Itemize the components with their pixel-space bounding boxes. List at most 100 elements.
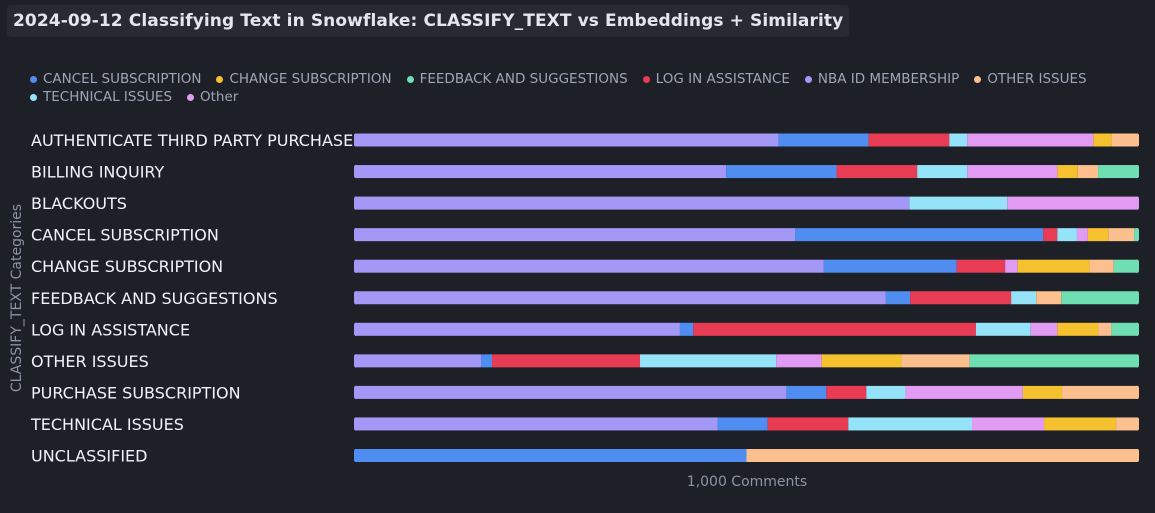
bar-segment[interactable]: BILLING INQUIRY — LOG IN ASSISTANCE: 10.… [836,165,918,179]
bar-segment[interactable]: CHANGE SUBSCRIPTION — LOG IN ASSISTANCE:… [956,259,1006,273]
bar-segment[interactable]: TECHNICAL ISSUES — TECHNICAL ISSUES: 15.… [848,417,972,431]
legend-swatch-icon [406,75,414,83]
bar-segment[interactable]: PURCHASE SUBSCRIPTION — NBA ID MEMBERSHI… [355,385,787,399]
bar-segment[interactable]: BILLING INQUIRY — CANCEL SUBSCRIPTION: 1… [726,165,837,179]
bar-segment[interactable]: AUTHENTICATE THIRD PARTY PURCHASE — OTHE… [1111,133,1138,147]
bar-segment[interactable]: TECHNICAL ISSUES — LOG IN ASSISTANCE: 10… [767,417,849,431]
bar-start-cap [354,228,358,242]
bar-segment[interactable]: OTHER ISSUES — Other: 5.8 [776,354,822,368]
bar-segment[interactable]: BLACKOUTS — NBA ID MEMBERSHIP: 70.8 [355,196,910,210]
bar-segment[interactable]: OTHER ISSUES — OTHER ISSUES: 8.7 [901,354,970,368]
bar-segment[interactable]: PURCHASE SUBSCRIPTION — Other: 15 [905,385,1023,399]
bar-end-cap [1135,354,1139,368]
bar-segment[interactable]: PURCHASE SUBSCRIPTION — TECHNICAL ISSUES… [866,385,906,399]
legend-swatch-icon [30,93,37,101]
bar-segment[interactable]: TECHNICAL ISSUES — NBA ID MEMBERSHIP: 46… [355,417,718,431]
bar-segment[interactable]: LOG IN ASSISTANCE — CANCEL SUBSCRIPTION:… [679,322,694,336]
bar-segment[interactable]: OTHER ISSUES — FEEDBACK AND SUGGESTIONS:… [969,354,1138,368]
bar-segment[interactable]: PURCHASE SUBSCRIPTION — CANCEL SUBSCRIPT… [786,385,827,399]
bar-segment[interactable]: LOG IN ASSISTANCE — FEEDBACK AND SUGGEST… [1111,322,1138,336]
bar-segment[interactable]: CANCEL SUBSCRIPTION — NBA ID MEMBERSHIP:… [355,228,796,242]
bar-segment[interactable]: OTHER ISSUES — LOG IN ASSISTANCE: 18.9 [492,354,641,368]
category-tick-label: BLACKOUTS [31,194,127,213]
legend-item[interactable]: CANCEL SUBSCRIPTION [30,71,201,87]
bar-segment[interactable]: AUTHENTICATE THIRD PARTY PURCHASE — CANC… [778,133,869,147]
bar-segment[interactable]: CANCEL SUBSCRIPTION — CANCEL SUBSCRIPTIO… [795,228,1044,242]
bar-segment[interactable]: AUTHENTICATE THIRD PARTY PURCHASE — Othe… [967,133,1094,147]
bar-segment[interactable]: CHANGE SUBSCRIPTION — NBA ID MEMBERSHIP:… [355,259,824,273]
bar-segment[interactable]: FEEDBACK AND SUGGESTIONS — NBA ID MEMBER… [355,291,886,305]
bar-segment[interactable]: CHANGE SUBSCRIPTION — FEEDBACK AND SUGGE… [1113,259,1138,273]
bar-segment[interactable]: TECHNICAL ISSUES — CHANGE SUBSCRIPTION: … [1044,417,1117,431]
bar-segment[interactable]: FEEDBACK AND SUGGESTIONS — TECHNICAL ISS… [1011,291,1037,305]
bar-segment[interactable]: CANCEL SUBSCRIPTION — TECHNICAL ISSUES: … [1057,228,1077,242]
bar-end-cap [1135,259,1139,273]
bar-segment[interactable]: BILLING INQUIRY — CHANGE SUBSCRIPTION: 2… [1057,165,1078,179]
bar-segment[interactable]: OTHER ISSUES — CANCEL SUBSCRIPTION: 1.4 [481,354,493,368]
bar-segment[interactable]: CANCEL SUBSCRIPTION — LOG IN ASSISTANCE:… [1043,228,1058,242]
legend-item[interactable]: CHANGE SUBSCRIPTION [216,71,392,87]
bar-segment[interactable]: LOG IN ASSISTANCE — OTHER ISSUES: 1.7 [1098,322,1112,336]
bar-segment[interactable]: CHANGE SUBSCRIPTION — Other: 1.6 [1005,259,1018,273]
bar-segment[interactable]: LOG IN ASSISTANCE — TECHNICAL ISSUES: 7 [975,322,1031,336]
bar-segment[interactable]: FEEDBACK AND SUGGESTIONS — OTHER ISSUES:… [1036,291,1062,305]
bar-end-cap [1135,322,1139,336]
bar-segment[interactable]: AUTHENTICATE THIRD PARTY PURCHASE — CHAN… [1093,133,1112,147]
legend-item[interactable]: OTHER ISSUES [974,71,1087,87]
bar-segment[interactable]: PURCHASE SUBSCRIPTION — OTHER ISSUES: 9.… [1062,385,1138,399]
bar-segment[interactable]: OTHER ISSUES — NBA ID MEMBERSHIP: 16.1 [355,354,482,368]
bar-segment[interactable]: TECHNICAL ISSUES — OTHER ISSUES: 2.8 [1116,417,1138,431]
legend-item[interactable]: TECHNICAL ISSUES [30,89,172,105]
bar-segment[interactable]: CHANGE SUBSCRIPTION — CANCEL SUBSCRIPTIO… [823,259,957,273]
bar-segment[interactable]: BLACKOUTS — Other: 16.7 [1007,196,1138,210]
bar-segment[interactable]: BILLING INQUIRY — TECHNICAL ISSUES: 6.4 [917,165,968,179]
bar-segment[interactable]: BILLING INQUIRY — OTHER ISSUES: 2.6 [1077,165,1099,179]
bar-segment[interactable]: UNCLASSIFIED — OTHER ISSUES: 50 [746,449,1139,462]
chart-title-bar: 2024-09-12 Classifying Text in Snowflake… [7,5,850,37]
bar-segment[interactable]: CHANGE SUBSCRIPTION — CHANGE SUBSCRIPTIO… [1017,259,1090,273]
bar-segment[interactable]: OTHER ISSUES — CHANGE SUBSCRIPTION: 10.2 [821,354,902,368]
category-tick-label: UNCLASSIFIED [31,447,147,466]
bar-start-cap [354,449,358,462]
legend-swatch-icon [642,75,650,83]
category-tick-label: LOG IN ASSISTANCE [31,320,190,339]
legend-label: CHANGE SUBSCRIPTION [229,71,392,87]
bar-segment[interactable]: BILLING INQUIRY — NBA ID MEMBERSHIP: 47.… [355,165,727,179]
bar-segment[interactable]: BLACKOUTS — TECHNICAL ISSUES: 12.5 [909,196,1008,210]
legend-item[interactable]: Other [187,89,238,105]
bar-segment[interactable]: LOG IN ASSISTANCE — LOG IN ASSISTANCE: 3… [693,322,976,336]
bar-segment[interactable]: UNCLASSIFIED — CANCEL SUBSCRIPTION: 50 [355,449,747,462]
bar-segment[interactable]: CHANGE SUBSCRIPTION — OTHER ISSUES: 3.1 [1089,259,1114,273]
bar-segment[interactable]: BILLING INQUIRY — Other: 11.5 [967,165,1058,179]
bar-segment[interactable]: LOG IN ASSISTANCE — CHANGE SUBSCRIPTION:… [1057,322,1099,336]
legend-item[interactable]: LOG IN ASSISTANCE [642,71,790,87]
bar-end-cap [1135,291,1139,305]
bar-segment[interactable]: FEEDBACK AND SUGGESTIONS — FEEDBACK AND … [1061,291,1138,305]
y-axis-title: CLASSIFY_TEXT Categories [9,204,25,392]
bar-segment[interactable]: FEEDBACK AND SUGGESTIONS — CANCEL SUBSCR… [885,291,911,305]
bar-segment[interactable]: BILLING INQUIRY — FEEDBACK AND SUGGESTIO… [1098,165,1138,179]
legend-swatch-icon [804,75,812,83]
category-tick-label: TECHNICAL ISSUES [30,415,184,434]
bar-segment[interactable]: OTHER ISSUES — TECHNICAL ISSUES: 17.4 [640,354,777,368]
category-tick-label: AUTHENTICATE THIRD PARTY PURCHASE [31,131,353,150]
bar-end-cap [1135,228,1139,242]
bar-segment[interactable]: AUTHENTICATE THIRD PARTY PURCHASE — TECH… [949,133,968,147]
bar-end-cap [1135,165,1139,179]
bar-segment[interactable]: AUTHENTICATE THIRD PARTY PURCHASE — LOG … [868,133,950,147]
bar-segment[interactable]: PURCHASE SUBSCRIPTION — LOG IN ASSISTANC… [826,385,867,399]
bar-segment[interactable]: TECHNICAL ISSUES — CANCEL SUBSCRIPTION: … [717,417,768,431]
bar-segment[interactable]: LOG IN ASSISTANCE — NBA ID MEMBERSHIP: 4… [355,322,680,336]
chart-legend: CANCEL SUBSCRIPTION CHANGE SUBSCRIPTION FE… [30,71,1130,105]
bar-segment[interactable]: TECHNICAL ISSUES — Other: 9.2 [972,417,1045,431]
legend-item[interactable]: NBA ID MEMBERSHIP [804,71,959,87]
bar-segment[interactable]: CANCEL SUBSCRIPTION — Other: 1.4 [1076,228,1088,242]
bar-segment[interactable]: CANCEL SUBSCRIPTION — CHANGE SUBSCRIPTIO… [1087,228,1109,242]
bar-segment[interactable]: PURCHASE SUBSCRIPTION — CHANGE SUBSCRIPT… [1022,385,1063,399]
legend-item[interactable]: FEEDBACK AND SUGGESTIONS [406,71,628,87]
bar-segment[interactable]: CANCEL SUBSCRIPTION — OTHER ISSUES: 3.3 [1108,228,1135,242]
bar-segment[interactable]: AUTHENTICATE THIRD PARTY PURCHASE — NBA … [355,133,779,147]
legend-swatch-icon [187,93,195,101]
bar-segment[interactable]: LOG IN ASSISTANCE — Other: 3.4 [1030,322,1058,336]
bar-segment[interactable]: FEEDBACK AND SUGGESTIONS — LOG IN ASSIST… [910,291,1012,305]
